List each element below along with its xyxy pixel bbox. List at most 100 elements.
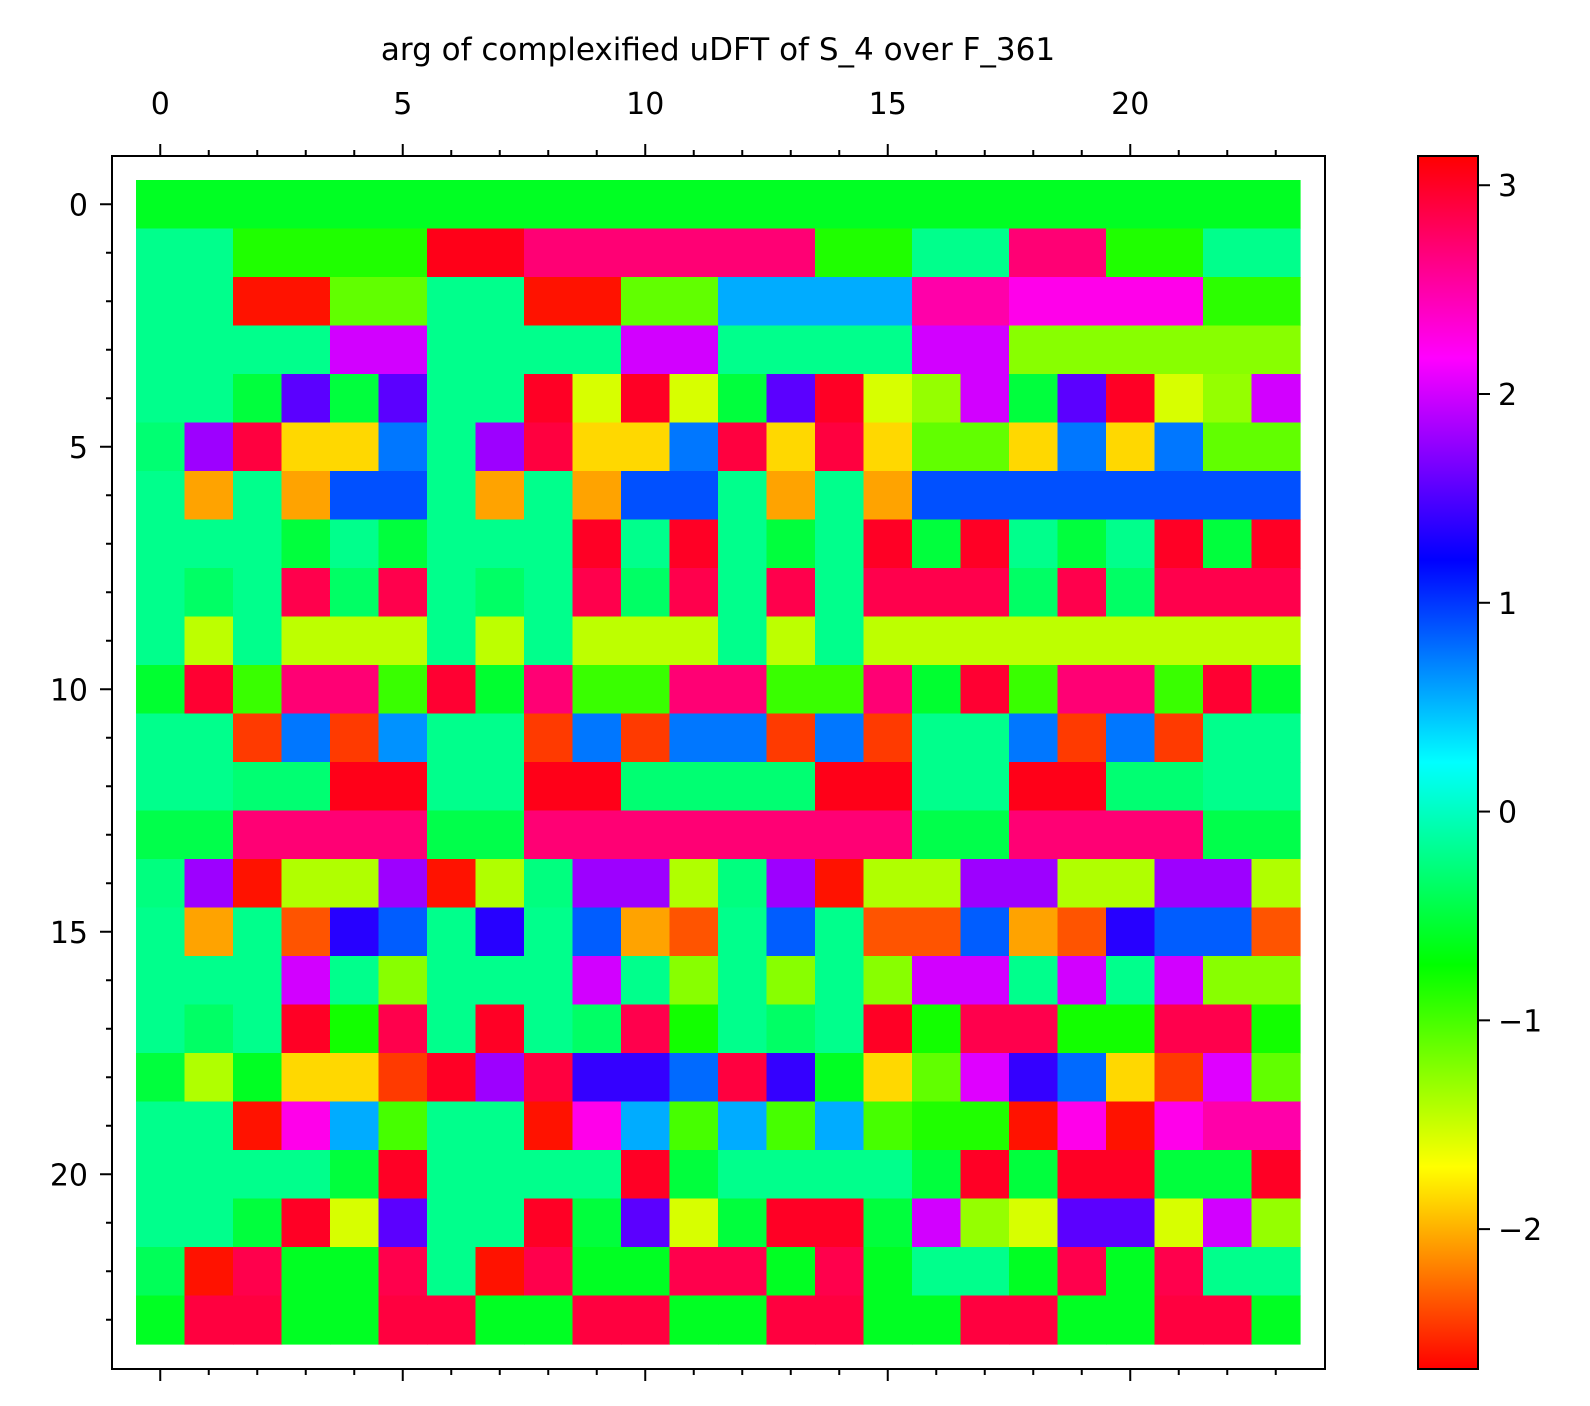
x-tick-label: 20: [1111, 87, 1149, 122]
heatmap-cell: [960, 810, 1010, 860]
heatmap-cell: [475, 1101, 525, 1151]
heatmap-cell: [621, 277, 671, 327]
heatmap-cell: [621, 956, 671, 1006]
heatmap-cell: [621, 325, 671, 375]
heatmap-cell: [960, 907, 1010, 957]
heatmap-cell: [524, 228, 574, 278]
heatmap-cell: [863, 568, 913, 618]
heatmap-cell: [572, 519, 622, 569]
heatmap-cell: [669, 713, 719, 763]
heatmap-cell: [524, 1295, 574, 1345]
heatmap-cell: [863, 1247, 913, 1297]
heatmap-cell: [1057, 713, 1107, 763]
heatmap-cell: [815, 325, 865, 375]
heatmap-cell: [1009, 810, 1059, 860]
heatmap-cell: [863, 762, 913, 812]
heatmap-cell: [718, 907, 768, 957]
heatmap-cell: [427, 228, 477, 278]
heatmap-cell: [136, 277, 186, 327]
heatmap-cell: [718, 762, 768, 812]
heatmap-cell: [960, 713, 1010, 763]
heatmap-cell: [815, 859, 865, 909]
heatmap-cell: [1203, 471, 1253, 521]
heatmap-cell: [184, 422, 234, 472]
heatmap-cell: [1154, 1295, 1204, 1345]
heatmap-cell: [330, 616, 380, 666]
heatmap-cell: [718, 1198, 768, 1248]
heatmap-cell: [621, 907, 671, 957]
heatmap-cell: [330, 956, 380, 1006]
heatmap-cell: [184, 810, 234, 860]
heatmap-cell: [1106, 1295, 1156, 1345]
heatmap-cell: [378, 1150, 428, 1200]
heatmap-cell: [1009, 180, 1059, 230]
heatmap-cell: [718, 1101, 768, 1151]
heatmap-cell: [863, 713, 913, 763]
heatmap-cell: [281, 616, 331, 666]
colorbar-tick-label: 0: [1498, 796, 1517, 831]
heatmap-cell: [378, 325, 428, 375]
heatmap-cell: [1251, 180, 1301, 230]
heatmap-cell: [233, 568, 283, 618]
heatmap-cell: [427, 1004, 477, 1054]
heatmap-cell: [1057, 471, 1107, 521]
heatmap-cell: [330, 1150, 380, 1200]
heatmap-cell: [815, 277, 865, 327]
heatmap-cell: [815, 810, 865, 860]
heatmap-cell: [1154, 422, 1204, 472]
heatmap-cell: [233, 956, 283, 1006]
heatmap-cell: [330, 1101, 380, 1151]
heatmap-cell: [1009, 713, 1059, 763]
heatmap-cell: [1106, 1198, 1156, 1248]
heatmap-cell: [1203, 1295, 1253, 1345]
heatmap-cell: [1057, 568, 1107, 618]
heatmap-cell: [718, 956, 768, 1006]
heatmap-cell: [1057, 1004, 1107, 1054]
heatmap-cell: [621, 1004, 671, 1054]
heatmap-cell: [1203, 1150, 1253, 1200]
heatmap-cell: [1203, 1198, 1253, 1248]
heatmap-cell: [233, 374, 283, 424]
heatmap-cell: [1106, 1004, 1156, 1054]
heatmap-cell: [912, 713, 962, 763]
heatmap-cell: [960, 616, 1010, 666]
heatmap-cell: [863, 1295, 913, 1345]
heatmap-cell: [233, 471, 283, 521]
heatmap-cell: [184, 859, 234, 909]
heatmap-cell: [960, 1150, 1010, 1200]
heatmap-cell: [766, 1004, 816, 1054]
heatmap-cell: [1057, 1101, 1107, 1151]
heatmap-cell: [475, 1150, 525, 1200]
x-axis-top: 0 5 10 15 20: [151, 87, 1277, 156]
heatmap-cell: [912, 180, 962, 230]
heatmap-cell: [330, 1247, 380, 1297]
heatmap-cell: [572, 616, 622, 666]
colorbar-tick-label: 2: [1498, 378, 1517, 413]
heatmap-cell: [378, 228, 428, 278]
heatmap-cell: [669, 568, 719, 618]
heatmap-cell: [378, 907, 428, 957]
x-tick-label: 15: [869, 87, 907, 122]
heatmap-cell: [669, 907, 719, 957]
heatmap-cell: [1106, 568, 1156, 618]
heatmap-cell: [378, 616, 428, 666]
heatmap-cell: [718, 1004, 768, 1054]
heatmap-cell: [912, 762, 962, 812]
heatmap-cell: [233, 180, 283, 230]
heatmap-cell: [718, 616, 768, 666]
heatmap-cell: [912, 907, 962, 957]
heatmap-cell: [912, 616, 962, 666]
heatmap-cell: [815, 471, 865, 521]
heatmap-cell: [184, 1101, 234, 1151]
heatmap-cell: [1057, 762, 1107, 812]
heatmap-cell: [330, 1053, 380, 1103]
heatmap-cell: [378, 180, 428, 230]
heatmap-cell: [1106, 907, 1156, 957]
heatmap-cell: [912, 1247, 962, 1297]
heatmap-cell: [863, 956, 913, 1006]
heatmap-cell: [1106, 277, 1156, 327]
heatmap-cell: [475, 1247, 525, 1297]
heatmap-cell: [233, 1247, 283, 1297]
heatmap-cell: [378, 277, 428, 327]
heatmap-cell: [912, 228, 962, 278]
